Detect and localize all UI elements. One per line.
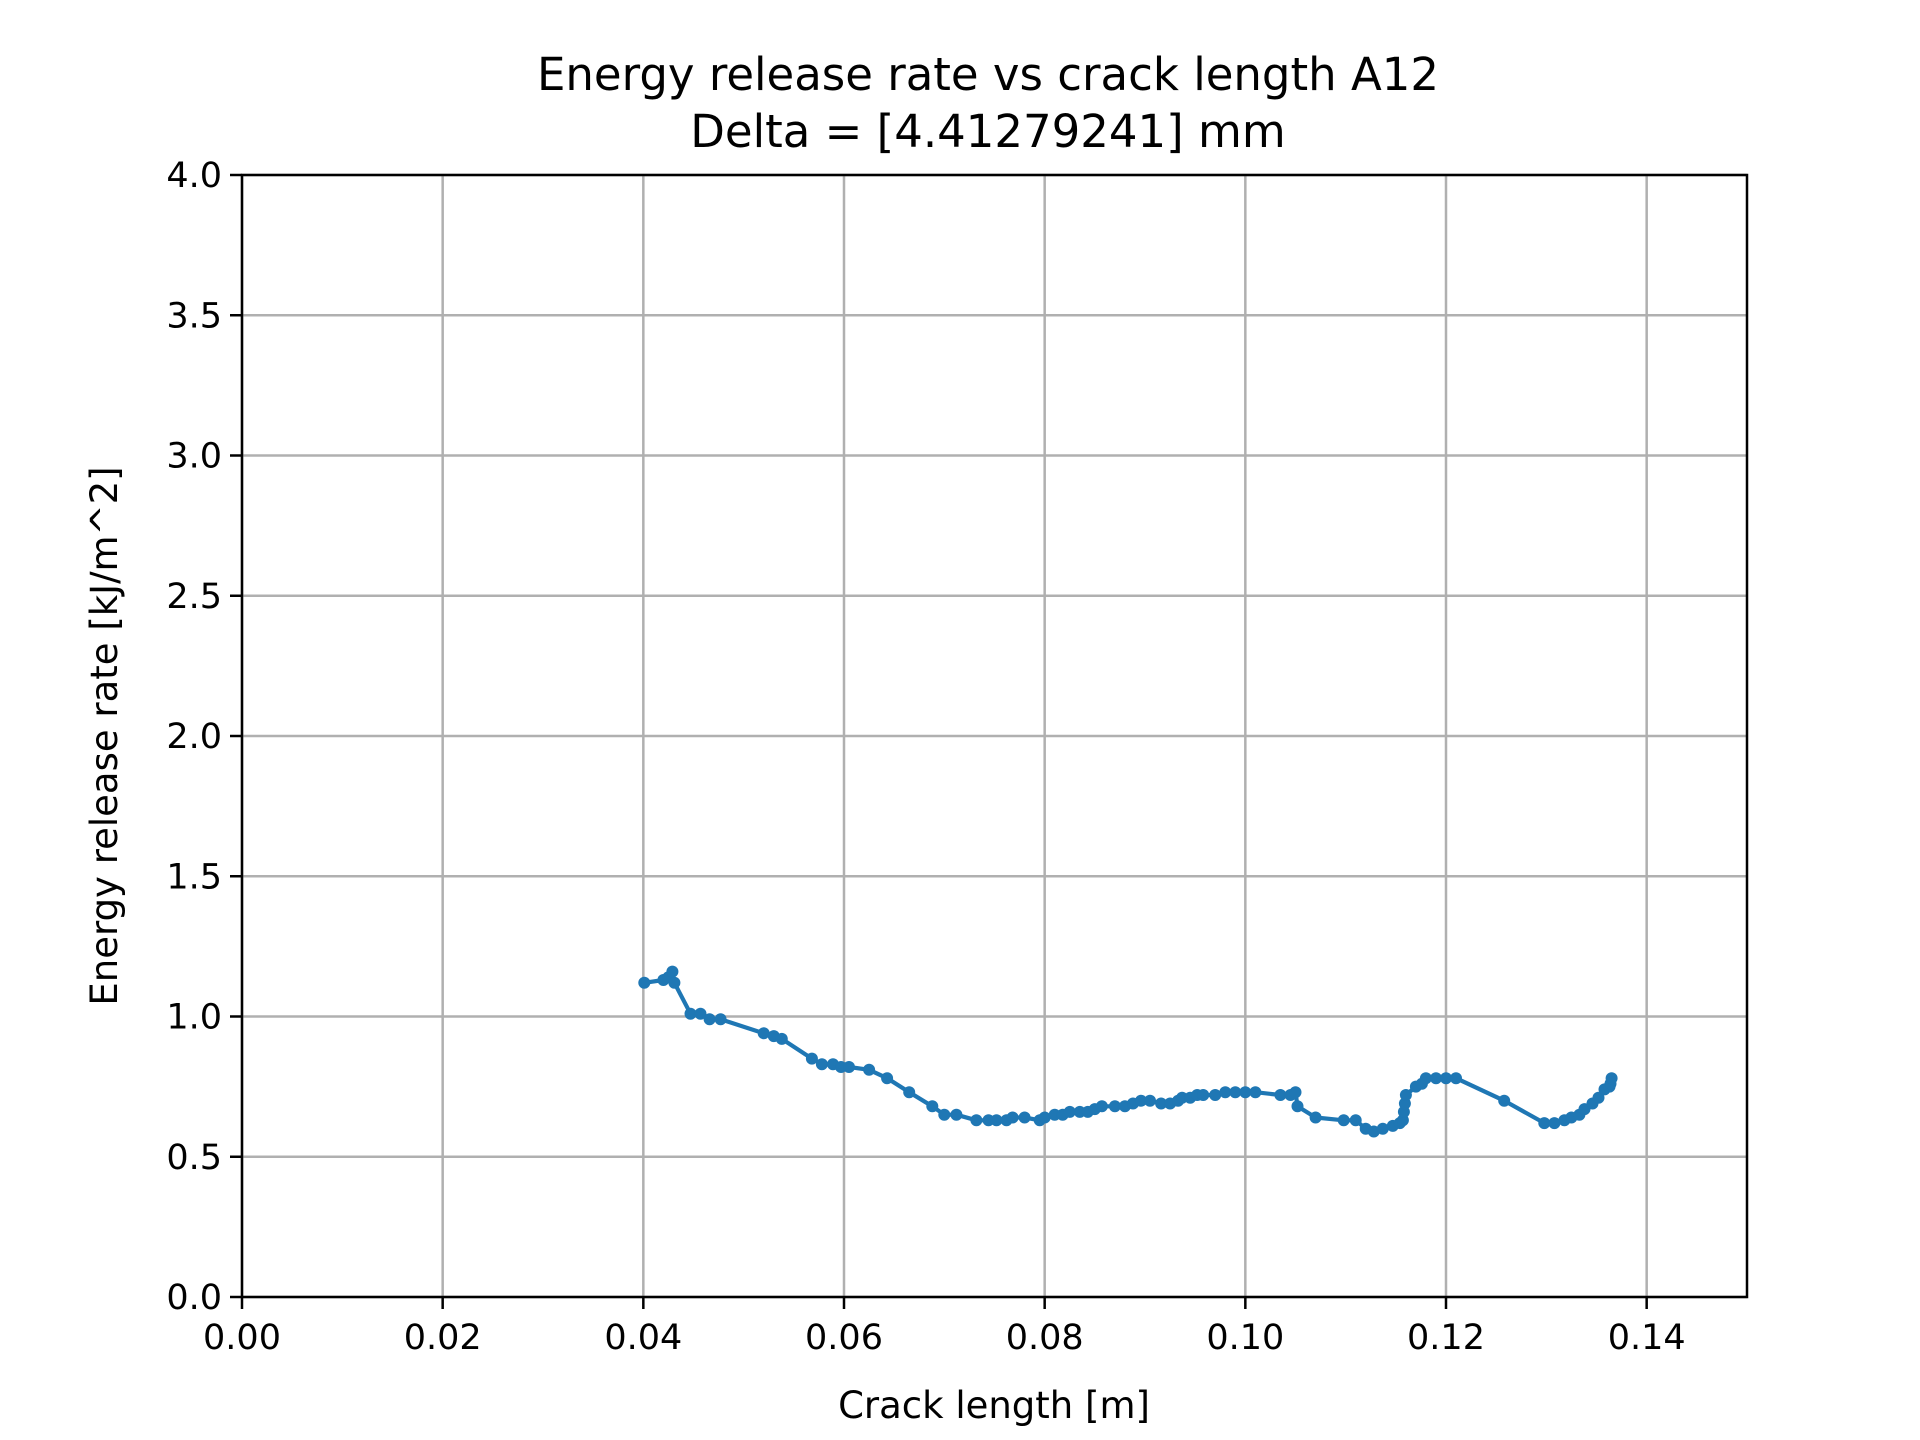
data-point [684,1007,697,1020]
y-tick-label: 0.5 [166,1138,222,1178]
data-point [703,1013,716,1026]
data-point [1289,1086,1302,1099]
data-point [775,1032,788,1045]
data-point [1548,1117,1561,1130]
data-point [1399,1089,1412,1101]
data-point [1367,1125,1380,1138]
data-point [1095,1100,1108,1113]
data-point [815,1058,828,1071]
data-point [1309,1111,1322,1124]
data-point [1108,1100,1121,1113]
data-point [1337,1114,1350,1127]
data-point [903,1086,916,1099]
data-point [1239,1086,1252,1099]
data-point [1376,1122,1389,1135]
data-point [1249,1086,1262,1099]
data-point [938,1108,951,1121]
data-point [1291,1100,1304,1113]
data-point [843,1061,855,1073]
y-tick-label: 3.5 [166,296,222,336]
data-point [970,1114,983,1127]
data-point [666,965,679,978]
data-point [1038,1111,1051,1124]
x-tick-label: 0.06 [805,1318,883,1358]
data-point [1018,1111,1031,1124]
y-tick-label: 2.0 [166,717,222,757]
data-point [1063,1105,1076,1118]
data-point [1538,1117,1551,1130]
data-point [1006,1111,1019,1124]
data-point [1605,1072,1618,1085]
data-point [714,1013,727,1026]
data-point [757,1027,770,1040]
data-point [1229,1086,1242,1099]
axis-ticks: 0.00 0.02 0.04 0.06 0.08 0.10 0.12 0.14 0.0 0.5 1.… [166,156,1685,1358]
x-axis-label: Crack length [m] [838,1384,1150,1427]
data-point [638,976,651,989]
data-point [881,1072,894,1085]
data-point [1155,1097,1168,1110]
data-point [1440,1072,1452,1085]
data-point [990,1114,1003,1127]
y-tick-label: 2.5 [166,577,222,617]
data-point [1419,1072,1432,1085]
data-point [1219,1086,1232,1099]
data-point [1197,1089,1210,1101]
y-tick-label: 1.5 [166,857,222,897]
data-point [1450,1072,1462,1085]
x-tick-label: 0.08 [1006,1318,1084,1358]
x-tick-label: 0.10 [1206,1318,1284,1358]
x-tick-label: 0.14 [1608,1318,1686,1358]
data-point [1135,1094,1147,1107]
x-tick-label: 0.02 [404,1318,482,1358]
data-point [1592,1091,1605,1104]
data-point [694,1007,707,1020]
data-point [805,1052,818,1065]
y-tick-label: 3.0 [166,437,222,477]
y-tick-label: 0.0 [166,1278,222,1318]
data-point [1209,1089,1222,1101]
data-point [1430,1072,1442,1085]
data-point [668,976,681,989]
series-group [638,965,1618,1138]
data-point [950,1108,963,1121]
x-tick-label: 0.00 [203,1318,281,1358]
plot-frame [240,173,1749,1299]
data-point [1144,1094,1156,1107]
data-point [863,1063,876,1076]
x-tick-label: 0.04 [604,1318,682,1358]
x-tick-label: 0.12 [1407,1318,1485,1358]
y-tick-label: 4.0 [166,156,222,196]
y-tick-label: 1.0 [166,998,222,1038]
y-axis-label: Energy release rate [kJ/m^2] [83,466,126,1005]
grid-lines [240,173,1747,1299]
data-point [1498,1094,1511,1107]
chart-subtitle: Delta = [4.41279241] mm [690,105,1285,158]
chart-title: Energy release rate vs crack length A12 [537,48,1439,101]
data-point [1274,1089,1287,1101]
data-point [1349,1114,1362,1127]
data-point [926,1100,939,1113]
